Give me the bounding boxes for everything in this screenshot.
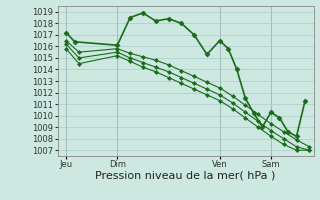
X-axis label: Pression niveau de la mer( hPa ): Pression niveau de la mer( hPa ): [95, 171, 276, 181]
